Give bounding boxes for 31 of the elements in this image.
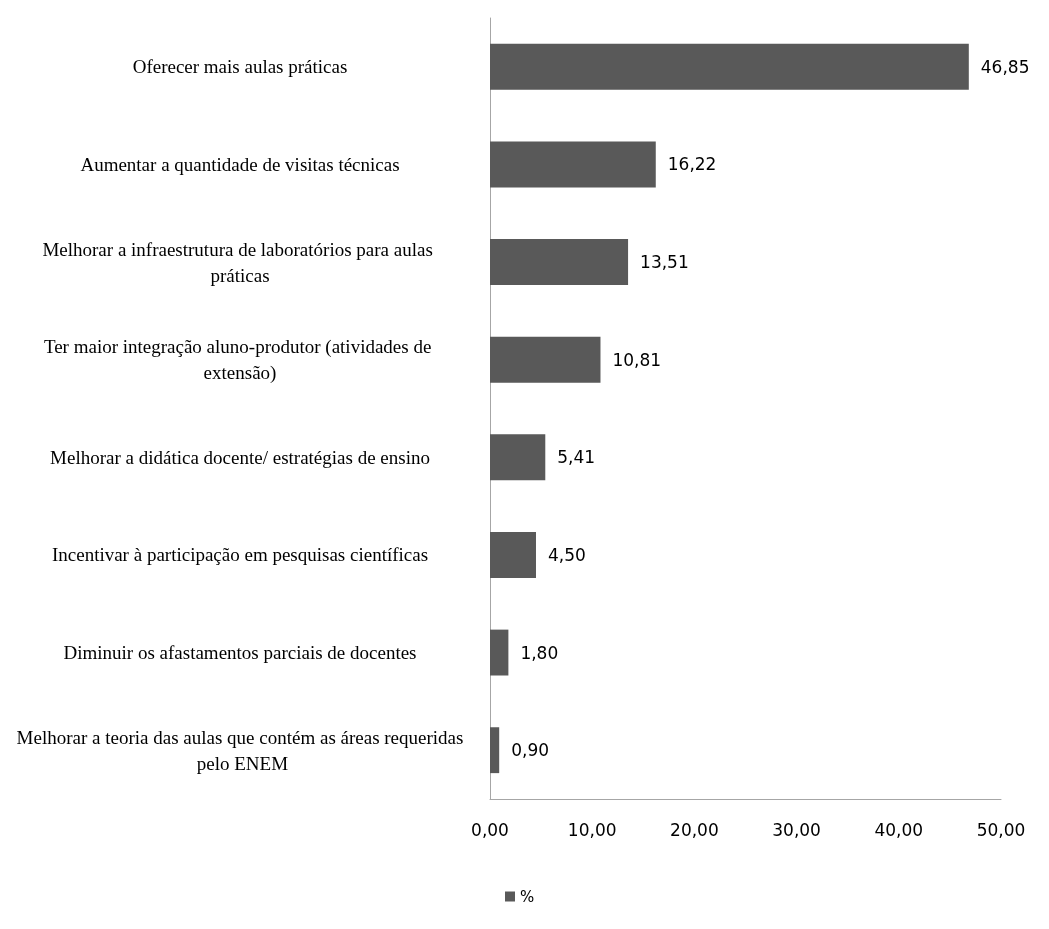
- y-tick-label: Ter maior integração aluno-produtor (atividades de extensão): [43, 336, 437, 385]
- y-tick-label: Melhorar a didática docente/ estratégias de ensino: [50, 446, 430, 468]
- x-tick-label: 30,00: [772, 819, 821, 840]
- y-tick-label: Aumentar a quantidade de visitas técnicas: [80, 153, 400, 175]
- y-tick-label: Oferecer mais aulas práticas: [132, 56, 348, 78]
- x-tick-label: 50,00: [976, 819, 1026, 840]
- bar: [490, 43, 969, 90]
- y-tick-label: Melhorar a teoria das aulas que contém as áreas requeridas pelo ENEM: [16, 726, 464, 774]
- y-tick-label: Diminuir os afastamentos parciais de docentes: [63, 642, 417, 664]
- data-label: 4,50: [547, 544, 586, 565]
- data-label: 5,41: [557, 447, 596, 468]
- y-tick-label: Incentivar à participação em pesquisas científicas: [51, 544, 429, 566]
- data-label: 1,80: [520, 642, 559, 663]
- data-label: 0,90: [511, 740, 550, 761]
- data-label: 13,51: [640, 252, 689, 273]
- bar: [490, 727, 500, 774]
- x-tick-label: 40,00: [874, 819, 924, 840]
- y-tick-label: Melhorar a infraestrutura de laboratórios para aulas práticas: [42, 238, 438, 286]
- bar: [490, 629, 509, 676]
- bar: [490, 434, 546, 481]
- bar: [490, 336, 601, 383]
- data-label: 46,85: [980, 56, 1030, 77]
- data-label: 10,81: [612, 349, 662, 370]
- x-tick-label: 20,00: [670, 819, 719, 840]
- data-label: 16,22: [667, 154, 717, 175]
- x-tick-label: 0,00: [471, 819, 509, 840]
- x-tick-label: 10,00: [567, 819, 617, 840]
- legend-label: %: [520, 887, 535, 906]
- bar: [490, 239, 629, 285]
- bar: [490, 141, 656, 188]
- bar: [490, 532, 536, 578]
